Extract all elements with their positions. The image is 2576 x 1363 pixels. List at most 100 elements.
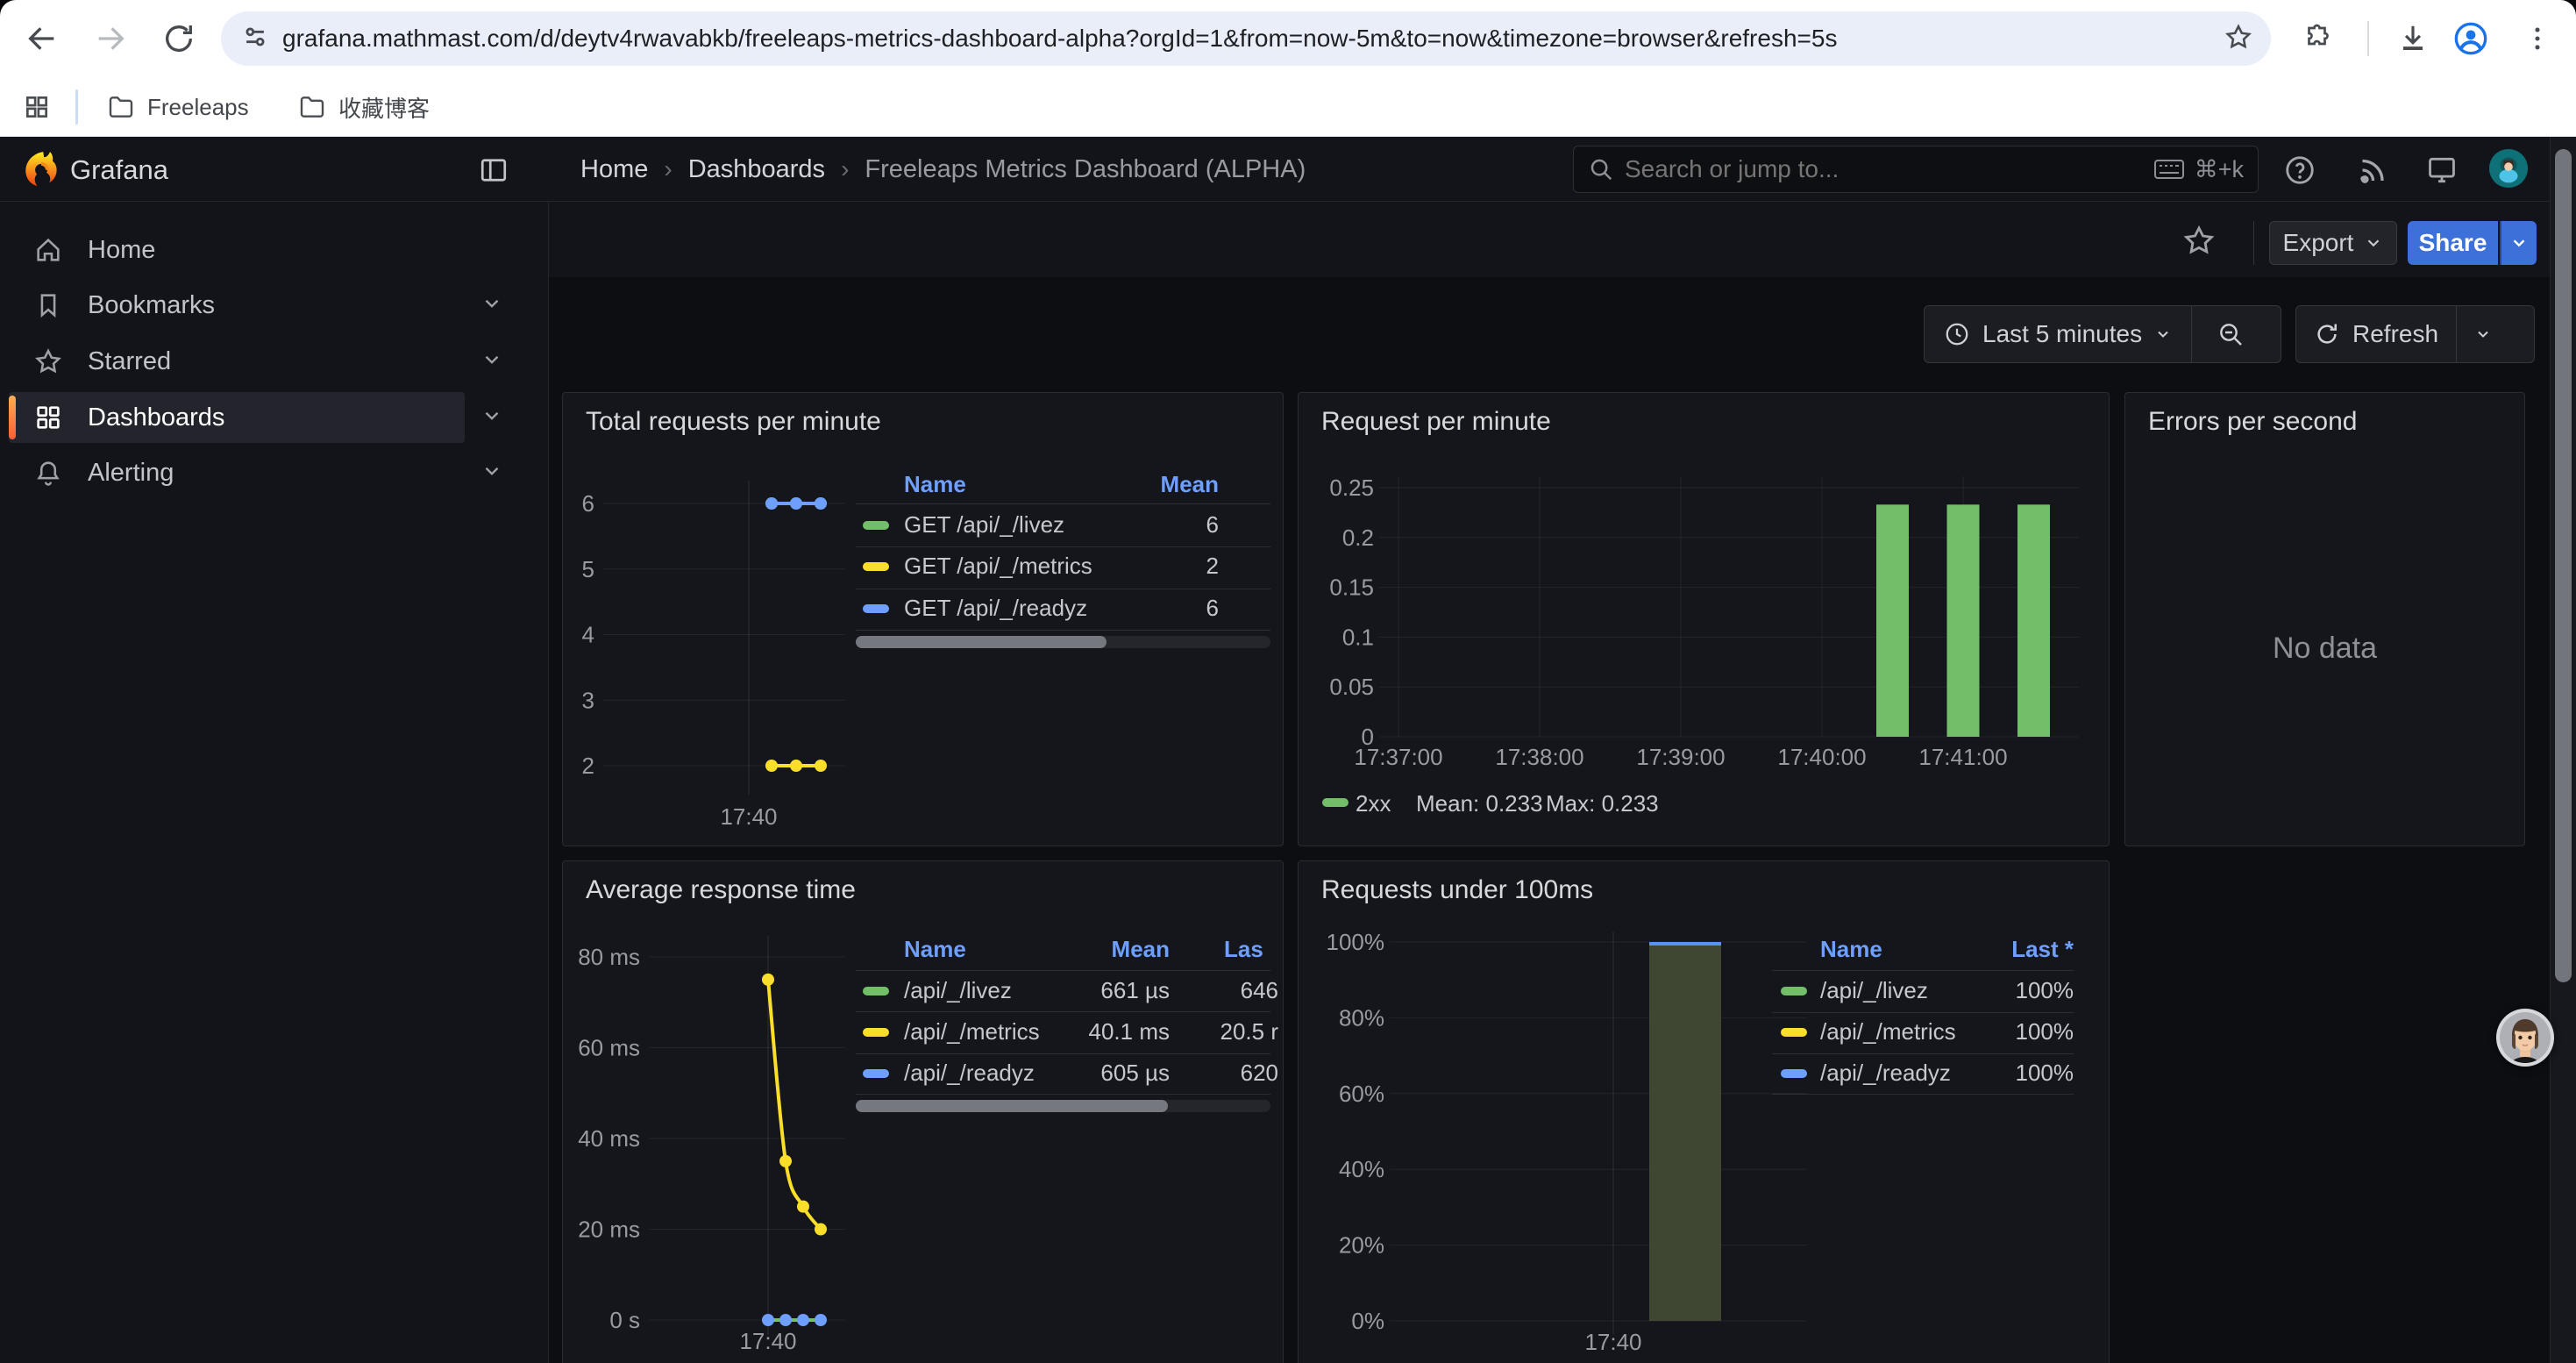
- sidebar-item-starred[interactable]: Starred: [9, 336, 465, 387]
- chevron-down-icon: [2364, 233, 2383, 253]
- extensions-icon[interactable]: [2295, 16, 2341, 61]
- zoom-out-button[interactable]: [2192, 306, 2269, 362]
- legend-value: 620: [563, 1060, 1278, 1087]
- panel-title[interactable]: Errors per second: [2148, 407, 2357, 437]
- sidebar-item-alerting[interactable]: Alerting: [9, 447, 465, 498]
- chevron-down-icon[interactable]: [480, 460, 507, 486]
- panel-request-per-minute[interactable]: Request per minute 0.250.20.150.10.05017…: [1298, 392, 2110, 846]
- forward-button[interactable]: [88, 16, 133, 61]
- grafana-logo-icon[interactable]: [21, 149, 61, 194]
- page-scrollbar[interactable]: [2550, 137, 2576, 1363]
- chevron-down-icon[interactable]: [480, 404, 507, 431]
- panel-total-requests-per-minute[interactable]: Total requests per minute 6543217:40Name…: [562, 392, 1284, 846]
- bookmark-star-icon[interactable]: [2224, 22, 2253, 56]
- legend-column-header[interactable]: Last *: [1299, 936, 2074, 963]
- sidebar-item-label: Dashboards: [88, 403, 224, 432]
- chart-plot-area[interactable]: 0.250.20.150.10.05017:37:0017:38:0017:39…: [1299, 393, 2110, 847]
- sidebar-item-dashboards[interactable]: Dashboards: [9, 392, 465, 443]
- export-button[interactable]: Export: [2269, 221, 2397, 265]
- grafana-brand[interactable]: Grafana: [70, 154, 168, 186]
- url-input[interactable]: [282, 25, 2106, 53]
- legend-value: 100%: [1299, 1018, 2074, 1045]
- breadcrumb-item[interactable]: Home: [580, 155, 648, 184]
- bookmark-folder-blogs[interactable]: 收藏博客: [286, 86, 442, 128]
- legend-value: 6: [563, 595, 1219, 622]
- reload-button[interactable]: [156, 16, 202, 61]
- news-rss-icon[interactable]: [2352, 150, 2392, 190]
- legend-scrollbar-thumb[interactable]: [856, 1100, 1168, 1112]
- bar[interactable]: [1947, 504, 1980, 737]
- axis-tick-label: 17:39:00: [1636, 744, 1725, 770]
- browser-toolbar: [0, 0, 2576, 77]
- scrollbar-thumb[interactable]: [2555, 149, 2572, 982]
- chevron-down-icon: [2509, 233, 2529, 253]
- home-icon: [33, 235, 63, 265]
- legend-mean: Mean: 0.233: [1416, 790, 1543, 817]
- legend-column-header[interactable]: Las: [1224, 936, 1263, 963]
- axis-tick-label: 40%: [1339, 1156, 1384, 1182]
- axis-tick-label: 0 s: [609, 1307, 640, 1333]
- legend-series-name[interactable]: 2xx: [1356, 790, 1391, 817]
- search-box[interactable]: ⌘+k: [1573, 146, 2259, 193]
- table-divider: [856, 630, 1270, 631]
- refresh-icon: [2314, 321, 2340, 347]
- refresh-button[interactable]: Refresh: [2296, 306, 2456, 362]
- bookmark-folder-freeleaps[interactable]: Freeleaps: [95, 86, 261, 128]
- axis-tick-label: 20%: [1339, 1232, 1384, 1259]
- menu-dots-icon[interactable]: [2515, 16, 2560, 61]
- bar[interactable]: [2017, 504, 2050, 737]
- help-icon[interactable]: [2280, 150, 2320, 190]
- sidebar-item-home[interactable]: Home: [9, 225, 465, 275]
- legend-column-header[interactable]: Mean: [563, 471, 1219, 498]
- table-divider: [856, 1011, 1270, 1012]
- refresh-interval-dropdown[interactable]: [2457, 306, 2509, 362]
- favorite-star-icon[interactable]: [2181, 223, 2217, 262]
- apps-grid-icon[interactable]: [14, 84, 60, 130]
- sidebar: Home Bookmarks Starred Dashboards Alerting: [0, 202, 549, 1363]
- legend-value: 646: [563, 977, 1278, 1004]
- share-dropdown-button[interactable]: [2500, 221, 2537, 265]
- sidebar-item-label: Bookmarks: [88, 291, 215, 320]
- zoom-out-icon: [2217, 320, 2245, 348]
- export-label: Export: [2283, 229, 2354, 257]
- assistant-avatar[interactable]: [2495, 1008, 2555, 1067]
- active-indicator: [9, 396, 16, 439]
- kiosk-monitor-icon[interactable]: [2422, 150, 2462, 190]
- legend-scrollbar-thumb[interactable]: [856, 636, 1107, 648]
- table-divider: [1772, 1053, 2074, 1054]
- series-color-swatch[interactable]: [1322, 798, 1348, 807]
- chevron-down-icon[interactable]: [480, 292, 507, 318]
- legend-value: 6: [563, 511, 1219, 539]
- axis-tick-label: 0%: [1351, 1308, 1384, 1334]
- user-avatar[interactable]: [2488, 148, 2529, 189]
- panel-errors-per-second[interactable]: Errors per second No data: [2124, 392, 2525, 846]
- profile-icon[interactable]: [2448, 16, 2494, 61]
- axis-tick-label: 3: [582, 687, 594, 713]
- search-input[interactable]: [1625, 155, 2144, 183]
- panel-requests-under-100ms[interactable]: Requests under 100ms 100%80%60%40%20%0%1…: [1298, 860, 2110, 1363]
- table-divider: [856, 546, 1270, 547]
- no-data-message: No data: [2125, 632, 2524, 666]
- breadcrumb-separator-icon: ›: [664, 155, 672, 183]
- address-bar[interactable]: [221, 11, 2271, 66]
- breadcrumb-item[interactable]: Freeleaps Metrics Dashboard (ALPHA): [865, 155, 1306, 184]
- dock-sidebar-icon[interactable]: [473, 150, 514, 190]
- downloads-icon[interactable]: [2390, 16, 2436, 61]
- sidebar-item-bookmarks[interactable]: Bookmarks: [9, 280, 465, 331]
- axis-tick-label: 0.25: [1329, 475, 1374, 501]
- share-button[interactable]: Share: [2408, 221, 2498, 265]
- site-settings-icon[interactable]: [240, 22, 270, 56]
- line-series[interactable]: [768, 980, 821, 1230]
- refresh-label: Refresh: [2352, 320, 2438, 348]
- time-range-picker[interactable]: Last 5 minutes: [1925, 306, 2191, 362]
- bookmark-label: Freeleaps: [147, 94, 249, 121]
- breadcrumb-separator-icon: ›: [841, 155, 849, 183]
- back-button[interactable]: [19, 16, 65, 61]
- panel-average-response-time[interactable]: Average response time 80 ms60 ms40 ms20 …: [562, 860, 1284, 1363]
- breadcrumb-item[interactable]: Dashboards: [688, 155, 825, 184]
- chevron-down-icon: [2154, 325, 2172, 343]
- legend-column-header[interactable]: Mean: [563, 936, 1170, 963]
- bar[interactable]: [1876, 504, 1909, 737]
- chevron-down-icon[interactable]: [480, 348, 507, 375]
- star-icon: [33, 346, 63, 376]
